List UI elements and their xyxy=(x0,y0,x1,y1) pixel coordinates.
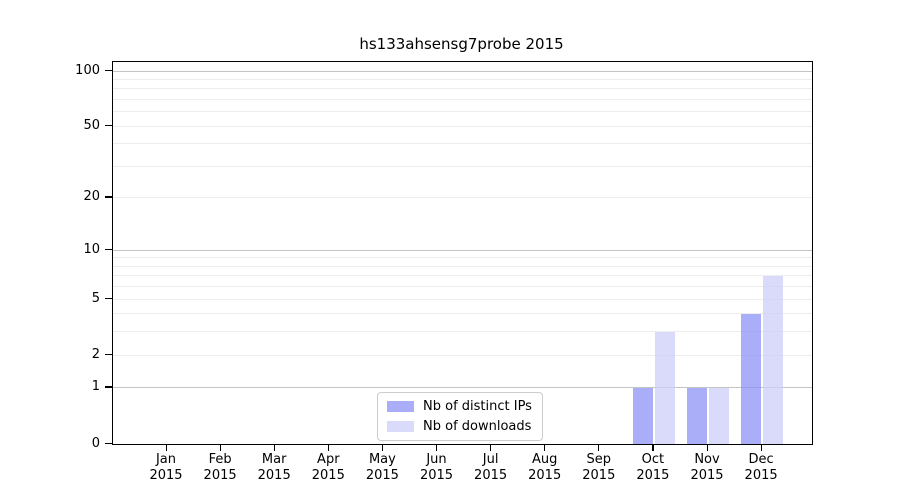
y-tick-mark xyxy=(105,124,112,126)
x-tick-month: Apr xyxy=(317,452,340,467)
x-tick-mark xyxy=(381,444,384,451)
x-tick-year: 2015 xyxy=(528,468,562,483)
x-tick-month: Jan xyxy=(155,452,177,467)
gridline-minor xyxy=(113,331,812,333)
y-tick-mark xyxy=(105,297,112,299)
y-tick-label: 2 xyxy=(91,346,100,362)
x-tick-year: 2015 xyxy=(419,468,454,483)
plot-area xyxy=(112,61,813,445)
x-tick-label: Aug 2015 xyxy=(515,452,575,484)
x-tick-label: Jul 2015 xyxy=(461,452,521,484)
x-tick-month: Oct xyxy=(641,452,665,467)
x-tick-label: Jan 2015 xyxy=(136,452,196,484)
gridline-minor xyxy=(113,98,812,100)
x-tick-year: 2015 xyxy=(149,468,183,483)
x-tick-label: Mar 2015 xyxy=(244,452,304,484)
gridline-minor xyxy=(113,298,812,300)
y-tick-mark xyxy=(105,386,112,388)
y-tick-mark xyxy=(105,353,112,355)
x-tick-month: Feb xyxy=(208,452,232,467)
legend-swatch-downloads xyxy=(387,421,414,432)
y-tick-label: 0 xyxy=(91,435,100,451)
x-tick-month: Dec xyxy=(748,452,774,467)
x-tick-month: Nov xyxy=(694,452,720,467)
y-tick-mark xyxy=(105,248,112,250)
x-tick-year: 2015 xyxy=(311,468,345,483)
x-tick-mark xyxy=(598,444,600,451)
x-tick-month: Mar xyxy=(261,452,287,467)
bar-distinct-ips xyxy=(741,313,762,444)
gridline-minor xyxy=(113,286,812,288)
bar-distinct-ips xyxy=(632,387,653,444)
gridline-minor xyxy=(113,111,812,113)
y-tick-label: 50 xyxy=(83,117,100,133)
x-tick-label: May 2015 xyxy=(352,452,412,484)
gridline-minor xyxy=(113,265,812,267)
y-tick-mark xyxy=(105,442,112,444)
x-tick-month: Sep xyxy=(586,452,612,467)
x-tick-year: 2015 xyxy=(582,468,616,483)
x-tick-mark xyxy=(706,444,708,451)
chart-title: hs133ahsensg7probe 2015 xyxy=(359,35,564,53)
gridline-major xyxy=(113,249,812,251)
x-tick-mark xyxy=(760,444,762,451)
x-tick-mark xyxy=(490,444,492,451)
x-tick-mark xyxy=(219,444,221,451)
legend-item: Nb of downloads xyxy=(387,419,533,434)
x-tick-year: 2015 xyxy=(636,468,670,483)
gridline-minor xyxy=(113,88,812,90)
x-tick-mark xyxy=(436,444,438,451)
x-tick-mark xyxy=(165,444,167,451)
x-tick-label: Jun 2015 xyxy=(407,452,467,484)
bar-downloads xyxy=(709,387,729,444)
x-tick-year: 2015 xyxy=(474,468,508,483)
x-tick-year: 2015 xyxy=(203,468,237,483)
x-tick-label: Apr 2015 xyxy=(298,452,358,484)
gridline-minor xyxy=(113,125,812,127)
gridline-minor xyxy=(113,275,812,277)
gridline-major xyxy=(113,70,812,72)
legend-label: Nb of downloads xyxy=(423,419,532,434)
x-tick-month: Jul xyxy=(482,452,499,467)
x-tick-mark xyxy=(327,444,329,451)
x-tick-year: 2015 xyxy=(744,468,778,483)
gridline-minor xyxy=(113,165,812,167)
legend: Nb of distinct IPs Nb of downloads xyxy=(377,392,543,441)
x-tick-mark xyxy=(544,444,546,451)
x-tick-year: 2015 xyxy=(690,468,724,483)
x-tick-label: Feb 2015 xyxy=(190,452,250,484)
gridline-major xyxy=(113,387,812,389)
gridline-minor xyxy=(113,313,812,315)
legend-item: Nb of distinct IPs xyxy=(387,399,533,414)
x-tick-label: Oct 2015 xyxy=(623,452,683,484)
bar-downloads xyxy=(654,331,675,444)
bar-distinct-ips xyxy=(687,387,707,444)
x-tick-label: Sep 2015 xyxy=(569,452,629,484)
x-tick-month: Jun xyxy=(426,452,447,467)
y-tick-label: 1 xyxy=(91,379,100,395)
x-tick-label: Dec 2015 xyxy=(731,452,791,484)
gridline-minor xyxy=(113,257,812,259)
gridline-minor xyxy=(113,143,812,145)
legend-label: Nb of distinct IPs xyxy=(423,399,532,414)
y-tick-mark xyxy=(105,69,112,71)
y-tick-label: 20 xyxy=(83,189,100,205)
y-tick-label: 10 xyxy=(83,241,100,257)
x-tick-mark xyxy=(273,444,275,451)
gridline-minor xyxy=(113,78,812,80)
x-tick-month: Aug xyxy=(531,452,558,467)
x-tick-mark xyxy=(652,444,654,451)
bar-downloads xyxy=(763,275,784,444)
x-tick-month: May xyxy=(368,452,396,467)
legend-swatch-distinct-ips xyxy=(387,401,414,412)
y-tick-label: 5 xyxy=(91,290,100,306)
y-tick-mark xyxy=(105,196,112,198)
gridline-minor xyxy=(113,354,812,356)
x-tick-label: Nov 2015 xyxy=(677,452,737,484)
gridline-minor xyxy=(113,197,812,199)
y-tick-label: 100 xyxy=(75,62,100,78)
x-tick-year: 2015 xyxy=(365,468,399,483)
x-tick-year: 2015 xyxy=(257,468,291,483)
